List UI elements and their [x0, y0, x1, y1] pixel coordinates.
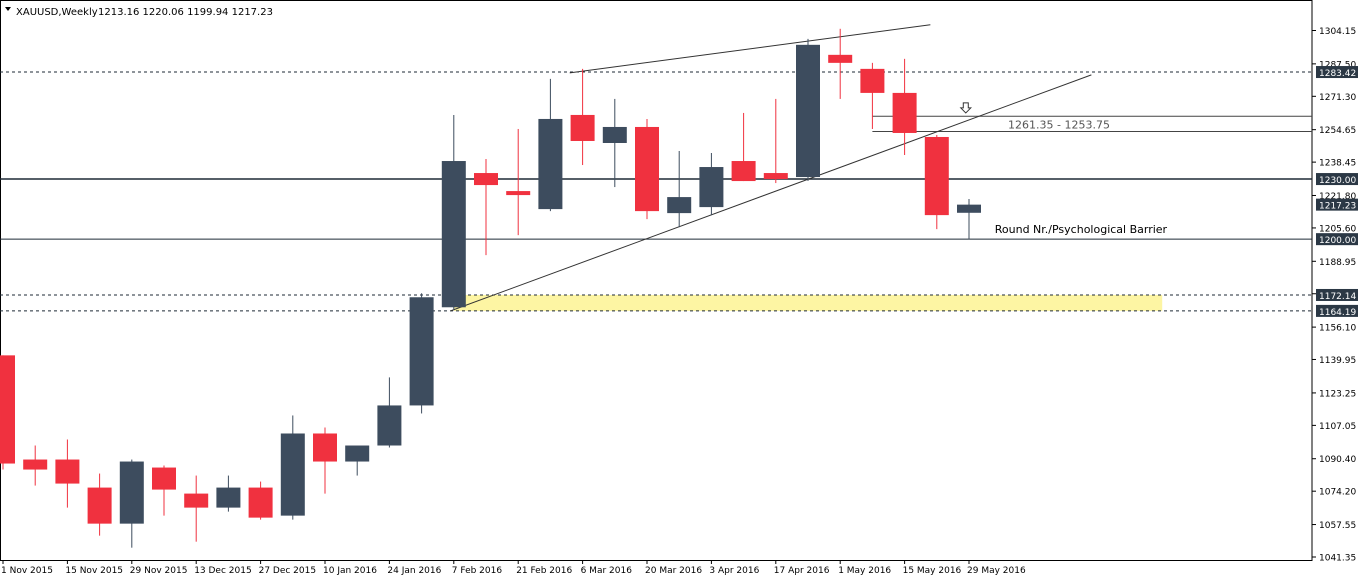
y-tick-label: 1123.25	[1319, 389, 1356, 399]
candle-body[interactable]	[409, 297, 434, 406]
candle-body[interactable]	[184, 493, 209, 508]
x-tick-label: 24 Jan 2016	[387, 566, 441, 576]
y-tick-label: 1221.80	[1319, 192, 1356, 202]
x-tick-label: 10 Jan 2016	[323, 566, 377, 576]
y-tick-label: 1057.55	[1319, 521, 1356, 531]
x-tick-label: 1 Nov 2015	[1, 566, 53, 576]
y-tick-label: 1156.10	[1319, 324, 1356, 334]
candle-body[interactable]	[924, 136, 949, 216]
x-tick-label: 3 Apr 2016	[709, 566, 759, 576]
y-tick-label: 1188.95	[1319, 258, 1356, 268]
candle-body[interactable]	[763, 173, 788, 180]
price-level-tag	[1316, 288, 1358, 301]
plot-frame	[0, 0, 1313, 561]
candle-body[interactable]	[313, 433, 337, 462]
candle-body[interactable]	[474, 173, 498, 186]
y-tick-label: 1107.05	[1319, 422, 1356, 432]
trendline[interactable]	[450, 74, 1092, 312]
candle-body[interactable]	[345, 445, 370, 462]
x-tick-label: 15 May 2016	[903, 566, 962, 576]
candle-body[interactable]	[635, 126, 659, 212]
y-tick-label: 1238.45	[1319, 159, 1356, 169]
x-tick-label: 15 Nov 2015	[65, 566, 123, 576]
candle-body[interactable]	[152, 467, 176, 490]
candle-body[interactable]	[699, 167, 724, 208]
candle-body[interactable]	[441, 161, 466, 308]
candle-body[interactable]	[280, 433, 305, 516]
candle-body[interactable]	[87, 487, 112, 524]
y-tick-label: 1205.60	[1319, 224, 1356, 234]
y-tick-label: 1254.65	[1319, 126, 1356, 136]
price-level-tag	[1316, 198, 1358, 211]
candle-body[interactable]	[796, 44, 820, 178]
candle-body[interactable]	[602, 126, 627, 143]
x-tick-label: 1 May 2016	[838, 566, 891, 576]
price-level-tag-text: 1283.42	[1319, 69, 1356, 79]
candle-body[interactable]	[216, 487, 241, 508]
price-level-tag-text: 1200.00	[1319, 236, 1356, 246]
fib-box-label: 1261.35 - 1253.75	[1008, 118, 1110, 131]
candle-body[interactable]	[731, 161, 756, 182]
candle-body[interactable]	[667, 197, 692, 214]
x-tick-label: 29 May 2016	[967, 566, 1026, 576]
price-level-tag-text: 1217.23	[1319, 202, 1356, 212]
y-tick-label: 1304.15	[1319, 27, 1356, 37]
candle-body[interactable]	[570, 114, 595, 141]
candle-body[interactable]	[892, 92, 917, 133]
candle-body[interactable]	[248, 487, 273, 518]
candle-body[interactable]	[860, 68, 885, 93]
chart-ohlc-label: 1213.16 1220.06 1199.94 1217.23	[98, 7, 273, 18]
candle-body[interactable]	[0, 355, 15, 464]
x-tick-label: 21 Feb 2016	[516, 566, 572, 576]
price-level-tag	[1316, 233, 1358, 246]
y-tick-label: 1139.95	[1319, 356, 1356, 366]
support-zone	[453, 294, 1163, 311]
candle-body[interactable]	[957, 204, 981, 213]
x-tick-label: 6 Mar 2016	[581, 566, 633, 576]
candle-body[interactable]	[377, 405, 402, 446]
down-arrow-icon	[959, 102, 972, 114]
x-tick-label: 17 Apr 2016	[774, 566, 830, 576]
y-tick-label: 1041.35	[1319, 554, 1356, 564]
price-level-tag-text: 1172.14	[1319, 292, 1356, 302]
x-tick-label: 29 Nov 2015	[130, 566, 188, 576]
candle-body[interactable]	[538, 118, 563, 210]
candle-body[interactable]	[23, 459, 48, 470]
candle-body[interactable]	[506, 191, 531, 196]
price-level-tag	[1316, 304, 1358, 317]
x-tick-label: 27 Dec 2015	[259, 566, 317, 576]
price-level-tag-text: 1230.00	[1319, 176, 1356, 186]
trendline[interactable]	[569, 24, 931, 74]
chart-annotation: Round Nr./Psychological Barrier	[995, 223, 1168, 236]
y-tick-label: 1090.40	[1319, 455, 1356, 465]
x-tick-label: 7 Feb 2016	[452, 566, 503, 576]
candle-body[interactable]	[828, 54, 853, 63]
chart-symbol-label: XAUUSD,Weekly	[16, 7, 98, 18]
price-level-tag-text: 1164.19	[1319, 308, 1356, 318]
candle-body[interactable]	[119, 461, 144, 524]
price-level-tag	[1316, 173, 1358, 186]
chart-menu-icon[interactable]	[5, 7, 11, 11]
y-tick-label: 1287.50	[1319, 60, 1356, 70]
x-tick-label: 20 Mar 2016	[645, 566, 702, 576]
x-tick-label: 13 Dec 2015	[194, 566, 252, 576]
y-tick-label: 1074.20	[1319, 488, 1356, 498]
y-tick-label: 1271.30	[1319, 93, 1356, 103]
candle-body[interactable]	[55, 459, 80, 484]
price-level-tag	[1316, 66, 1358, 79]
